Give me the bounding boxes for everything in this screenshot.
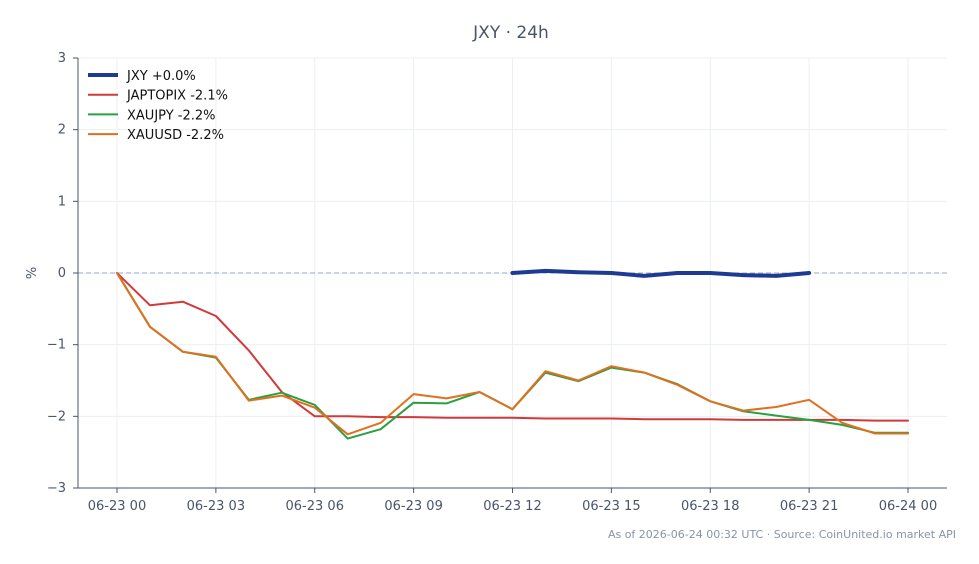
x-tick-label: 06-23 18 xyxy=(681,499,739,514)
y-tick-label: −3 xyxy=(47,481,66,496)
x-tick-label: 06-24 00 xyxy=(879,499,937,514)
x-tick-label: 06-23 21 xyxy=(780,499,838,514)
y-tick-label: 2 xyxy=(58,123,66,138)
legend-entry: XAUJPY -2.2% xyxy=(127,108,216,123)
legend-entry: JAPTOPIX -2.1% xyxy=(126,89,228,104)
chart-title: JXY · 24h xyxy=(472,23,549,43)
x-axis-ticks: 06-23 00 06-23 03 06-23 06 06-23 09 06-23 12… xyxy=(88,488,937,514)
legend: JXY +0.0% JAPTOPIX -2.1% XAUJPY -2.2% XAUUS… xyxy=(88,69,228,143)
y-axis-ticks: 3 2 1 0 −1 −2 −3 xyxy=(47,51,78,496)
series-lines xyxy=(116,268,909,440)
series-line-2 xyxy=(116,272,909,422)
y-tick-label: −2 xyxy=(47,409,66,424)
x-tick-label: 06-23 06 xyxy=(286,499,344,514)
series-line-1 xyxy=(510,268,812,278)
y-axis-label: % xyxy=(25,267,40,279)
legend-entry: JXY +0.0% xyxy=(126,69,196,84)
x-tick-label: 06-23 09 xyxy=(384,499,442,514)
y-tick-label: 0 xyxy=(58,266,66,281)
y-tick-label: 1 xyxy=(58,194,66,209)
x-tick-label: 06-23 12 xyxy=(483,499,541,514)
x-tick-label: 06-23 00 xyxy=(88,499,146,514)
y-tick-label: 3 xyxy=(58,51,66,66)
legend-entry: XAUUSD -2.2% xyxy=(127,128,224,143)
series-line-4 xyxy=(116,272,909,436)
footer-source: As of 2026-06-24 00:32 UTC · Source: Coi… xyxy=(608,528,956,541)
x-tick-label: 06-23 03 xyxy=(187,499,245,514)
y-tick-label: −1 xyxy=(47,338,66,353)
x-tick-label: 06-23 15 xyxy=(582,499,640,514)
